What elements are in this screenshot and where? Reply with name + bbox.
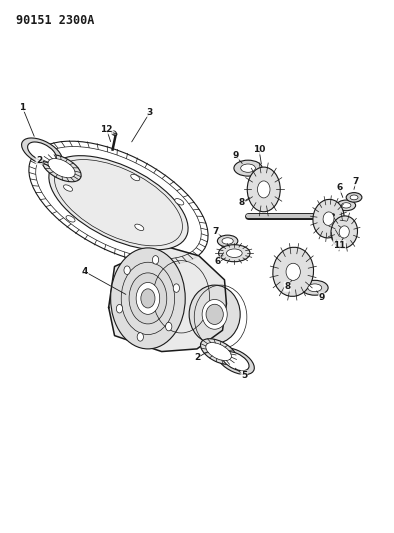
Ellipse shape: [63, 185, 72, 191]
Ellipse shape: [273, 247, 314, 296]
Text: 7: 7: [353, 177, 359, 186]
Text: 90151 2300A: 90151 2300A: [17, 14, 95, 27]
Text: 2: 2: [36, 156, 42, 165]
Ellipse shape: [129, 273, 167, 324]
Ellipse shape: [346, 192, 362, 202]
Ellipse shape: [137, 333, 143, 341]
Ellipse shape: [217, 348, 254, 375]
Ellipse shape: [286, 263, 300, 280]
Polygon shape: [109, 245, 227, 352]
Ellipse shape: [222, 238, 233, 244]
Text: 8: 8: [239, 198, 245, 207]
Ellipse shape: [112, 132, 117, 135]
Ellipse shape: [22, 138, 62, 166]
Text: 1: 1: [19, 102, 26, 111]
Text: 12: 12: [100, 125, 113, 134]
Ellipse shape: [217, 235, 238, 247]
Ellipse shape: [66, 216, 75, 222]
Ellipse shape: [301, 280, 328, 295]
Ellipse shape: [42, 155, 81, 182]
Ellipse shape: [189, 285, 240, 344]
Ellipse shape: [313, 199, 344, 238]
Ellipse shape: [111, 248, 185, 349]
Ellipse shape: [152, 256, 159, 264]
Ellipse shape: [201, 339, 237, 365]
Ellipse shape: [173, 284, 180, 292]
Text: 3: 3: [147, 108, 153, 117]
Ellipse shape: [202, 300, 227, 329]
Text: 6: 6: [214, 257, 221, 265]
Text: 7: 7: [213, 228, 219, 237]
Text: 10: 10: [253, 145, 265, 154]
Ellipse shape: [116, 304, 123, 313]
Ellipse shape: [206, 343, 231, 360]
Ellipse shape: [219, 245, 250, 262]
Ellipse shape: [247, 167, 280, 212]
Text: 9: 9: [232, 151, 239, 160]
Text: 8: 8: [284, 282, 290, 291]
Ellipse shape: [241, 164, 255, 172]
Text: 4: 4: [82, 268, 88, 276]
Ellipse shape: [206, 304, 223, 325]
Ellipse shape: [234, 160, 262, 176]
Ellipse shape: [222, 351, 249, 371]
Ellipse shape: [136, 282, 160, 314]
Ellipse shape: [112, 131, 116, 133]
Ellipse shape: [337, 200, 356, 211]
Ellipse shape: [350, 195, 358, 200]
Text: 5: 5: [241, 371, 247, 380]
Ellipse shape: [29, 141, 208, 264]
Ellipse shape: [323, 212, 334, 225]
Ellipse shape: [49, 156, 188, 250]
Ellipse shape: [308, 284, 322, 292]
Ellipse shape: [165, 322, 172, 331]
Ellipse shape: [331, 216, 357, 248]
Ellipse shape: [342, 203, 351, 208]
Text: 6: 6: [336, 183, 342, 192]
Ellipse shape: [227, 249, 242, 257]
Ellipse shape: [339, 226, 349, 238]
Ellipse shape: [135, 224, 144, 231]
Text: 11: 11: [333, 241, 346, 250]
Ellipse shape: [124, 266, 130, 274]
Ellipse shape: [175, 199, 184, 205]
Ellipse shape: [141, 289, 155, 308]
Text: 9: 9: [319, 293, 325, 302]
Text: 2: 2: [194, 353, 200, 362]
Ellipse shape: [257, 181, 270, 198]
Ellipse shape: [28, 142, 56, 163]
Ellipse shape: [48, 158, 75, 178]
Ellipse shape: [131, 174, 140, 181]
